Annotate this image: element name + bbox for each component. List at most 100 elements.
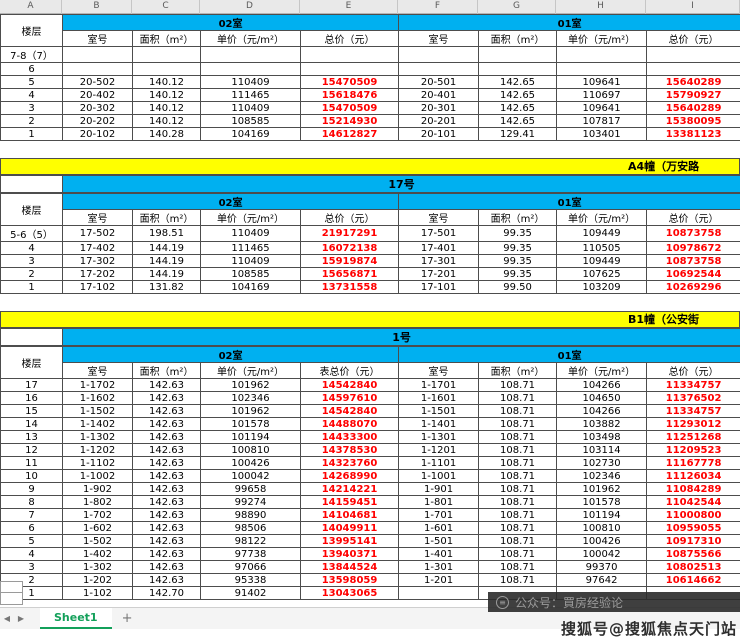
cell[interactable]: 1-201 bbox=[398, 573, 480, 587]
cell[interactable]: 10802513 bbox=[646, 560, 740, 574]
cell[interactable]: 1-1702 bbox=[62, 378, 133, 392]
cell[interactable]: 1-401 bbox=[398, 547, 480, 561]
column-header-cell[interactable]: 总价（元） bbox=[299, 30, 400, 47]
room-group-header[interactable]: 02室 bbox=[61, 14, 400, 31]
column-header-cell[interactable]: 表总价（元） bbox=[299, 362, 400, 379]
room-group-header[interactable]: 02室 bbox=[61, 346, 400, 363]
cell[interactable] bbox=[62, 62, 133, 76]
cell[interactable]: 103401 bbox=[556, 127, 648, 141]
cell[interactable]: 1-1701 bbox=[398, 378, 480, 392]
column-letter-F[interactable]: F bbox=[398, 0, 478, 14]
cell[interactable]: 102346 bbox=[556, 469, 648, 483]
cell[interactable]: 11376502 bbox=[646, 391, 740, 405]
floor-header-cell[interactable]: 楼层 bbox=[0, 193, 63, 226]
cell[interactable]: 1-701 bbox=[398, 508, 480, 522]
cell[interactable]: 104169 bbox=[200, 127, 301, 141]
cell[interactable] bbox=[200, 62, 301, 76]
cell[interactable]: 1-102 bbox=[62, 586, 133, 600]
cell[interactable]: 140.12 bbox=[132, 75, 201, 89]
cell[interactable]: 110505 bbox=[556, 241, 648, 255]
cell[interactable]: 142.70 bbox=[132, 586, 201, 600]
cell[interactable]: 108.71 bbox=[478, 495, 558, 509]
column-header-cell[interactable]: 单价（元/m²） bbox=[556, 209, 648, 226]
cell[interactable]: 98506 bbox=[200, 521, 301, 535]
cell[interactable]: 15790927 bbox=[646, 88, 740, 102]
floor-cell[interactable]: 15 bbox=[0, 404, 63, 418]
cell[interactable]: 14488070 bbox=[299, 417, 400, 431]
column-header-cell[interactable]: 室号 bbox=[398, 30, 480, 47]
cell[interactable]: 107817 bbox=[556, 114, 648, 128]
cell[interactable]: 1-1401 bbox=[398, 417, 480, 431]
cell[interactable]: 14268990 bbox=[299, 469, 400, 483]
cell[interactable]: 103114 bbox=[556, 443, 648, 457]
cell[interactable]: 1-301 bbox=[398, 560, 480, 574]
cell[interactable] bbox=[398, 586, 480, 600]
cell[interactable]: 108.71 bbox=[478, 521, 558, 535]
cell[interactable]: 144.19 bbox=[132, 254, 201, 268]
cell[interactable]: 142.65 bbox=[478, 75, 558, 89]
cell[interactable]: 14612827 bbox=[299, 127, 400, 141]
cell[interactable]: 108585 bbox=[200, 267, 301, 281]
column-letter-E[interactable]: E bbox=[300, 0, 398, 14]
column-header-cell[interactable]: 单价（元/m²） bbox=[556, 362, 648, 379]
cell[interactable]: 99274 bbox=[200, 495, 301, 509]
building-number-cell[interactable]: 17号 bbox=[61, 175, 740, 193]
column-header-cell[interactable]: 单价（元/m²） bbox=[556, 30, 648, 47]
cell[interactable]: 108.71 bbox=[478, 430, 558, 444]
floor-cell[interactable]: 6 bbox=[0, 62, 63, 76]
cell[interactable]: 131.82 bbox=[132, 280, 201, 294]
floor-cell[interactable]: 4 bbox=[0, 241, 63, 255]
cell[interactable]: 20-502 bbox=[62, 75, 133, 89]
cell[interactable]: 142.63 bbox=[132, 521, 201, 535]
building-number-cell[interactable]: 1号 bbox=[61, 328, 740, 346]
cell[interactable]: 1-1201 bbox=[398, 443, 480, 457]
cell[interactable]: 1-702 bbox=[62, 508, 133, 522]
sheet-tab-sheet1[interactable]: Sheet1 bbox=[40, 608, 112, 629]
cell[interactable]: 14323760 bbox=[299, 456, 400, 470]
column-header-cell[interactable]: 单价（元/m²） bbox=[200, 30, 301, 47]
cell[interactable]: 1-1601 bbox=[398, 391, 480, 405]
cell[interactable]: 13731558 bbox=[299, 280, 400, 294]
cell[interactable]: 97066 bbox=[200, 560, 301, 574]
cell[interactable]: 1-1101 bbox=[398, 456, 480, 470]
cell[interactable]: 1-902 bbox=[62, 482, 133, 496]
cell[interactable]: 101962 bbox=[556, 482, 648, 496]
cell[interactable]: 15656871 bbox=[299, 267, 400, 281]
floor-cell[interactable]: 7 bbox=[0, 508, 63, 522]
floor-cell[interactable]: 12 bbox=[0, 443, 63, 457]
cell[interactable]: 13043065 bbox=[299, 586, 400, 600]
floor-cell[interactable]: 5 bbox=[0, 75, 63, 89]
cell[interactable]: 101194 bbox=[556, 508, 648, 522]
cell[interactable]: 109641 bbox=[556, 101, 648, 115]
floor-cell[interactable]: 10 bbox=[0, 469, 63, 483]
cell[interactable]: 11000800 bbox=[646, 508, 740, 522]
floor-cell[interactable]: 1 bbox=[0, 280, 63, 294]
cell[interactable] bbox=[478, 46, 558, 63]
column-letter-H[interactable]: H bbox=[556, 0, 646, 14]
cell[interactable]: 1-602 bbox=[62, 521, 133, 535]
cell[interactable]: 108.71 bbox=[478, 508, 558, 522]
cell[interactable]: 13598059 bbox=[299, 573, 400, 587]
cell[interactable]: 91402 bbox=[200, 586, 301, 600]
cell[interactable]: 17-402 bbox=[62, 241, 133, 255]
cell[interactable]: 20-402 bbox=[62, 88, 133, 102]
cell[interactable]: 21917291 bbox=[299, 225, 400, 242]
cell[interactable]: 1-502 bbox=[62, 534, 133, 548]
cell[interactable]: 142.63 bbox=[132, 547, 201, 561]
cell[interactable]: 111465 bbox=[200, 241, 301, 255]
floor-cell[interactable]: 8 bbox=[0, 495, 63, 509]
cell[interactable]: 144.19 bbox=[132, 241, 201, 255]
cell[interactable]: 104266 bbox=[556, 378, 648, 392]
cell[interactable]: 108.71 bbox=[478, 547, 558, 561]
cell[interactable]: 1-1301 bbox=[398, 430, 480, 444]
cell[interactable]: 1-302 bbox=[62, 560, 133, 574]
cell[interactable]: 104266 bbox=[556, 404, 648, 418]
cell[interactable]: 1-601 bbox=[398, 521, 480, 535]
cell[interactable]: 102730 bbox=[556, 456, 648, 470]
column-header-cell[interactable]: 室号 bbox=[398, 209, 480, 226]
cell[interactable]: 97642 bbox=[556, 573, 648, 587]
column-header-cell[interactable]: 总价（元） bbox=[646, 209, 740, 226]
cell[interactable]: 142.63 bbox=[132, 417, 201, 431]
cell[interactable] bbox=[646, 62, 740, 76]
cell[interactable]: 15919874 bbox=[299, 254, 400, 268]
